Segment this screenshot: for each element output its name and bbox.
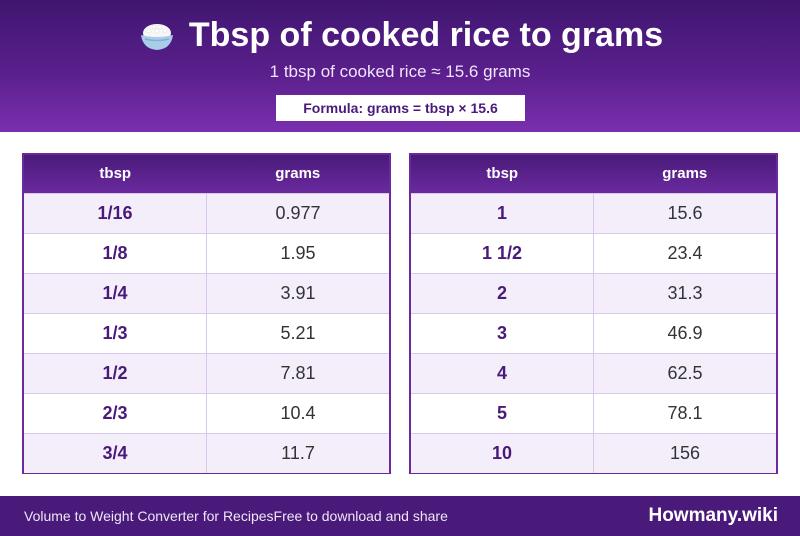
tbsp-cell: 2 [411,274,594,313]
table-row: 1/8 1.95 [24,233,389,273]
column-header-grams: grams [275,165,321,182]
table-row: 1/4 3.91 [24,273,389,313]
table-row: 1 1/2 23.4 [411,233,776,273]
grams-cell: 78.1 [667,403,703,423]
grams-cell: 156 [669,443,701,463]
rice-bowl-icon [140,24,173,50]
table-row: 5 78.1 [411,393,776,433]
page-title: Tbsp of cooked rice to grams [188,16,664,54]
table-row: 3/4 11.7 [24,433,389,473]
conversion-table-left: tbsp grams 1/16 0.977 1/8 1.95 1/4 3.91 1/3… [22,153,391,474]
grams-cell: 62.5 [667,363,703,383]
grams-cell: 1.95 [280,243,316,263]
tbsp-cell: 4 [411,354,594,393]
table-row: 1/3 5.21 [24,313,389,353]
grams-cell: 0.977 [275,203,321,223]
page-subtitle: 1 tbsp of cooked rice ≈ 15.6 grams [269,62,531,81]
brand-logo-text: Howmany.wiki [648,505,778,526]
tbsp-cell: 1 1/2 [411,234,594,273]
table-row: 10 156 [411,433,776,473]
table-row: 1 15.6 [411,193,776,233]
tbsp-cell: 1/3 [24,314,207,353]
grams-cell: 46.9 [667,323,703,343]
table-row: 1/16 0.977 [24,193,389,233]
grams-cell: 23.4 [667,243,703,263]
tbsp-cell: 3 [411,314,594,353]
table-row: 3 46.9 [411,313,776,353]
tbsp-cell: 5 [411,394,594,433]
column-header-tbsp: tbsp [486,165,519,182]
table-row: 1/2 7.81 [24,353,389,393]
table-row: 4 62.5 [411,353,776,393]
grams-cell: 31.3 [667,283,703,303]
tbsp-cell: 10 [411,434,594,473]
grams-cell: 3.91 [280,283,316,303]
table-row: 2 31.3 [411,273,776,313]
footer-tagline: Volume to Weight Converter for RecipesFr… [24,508,448,524]
column-header-grams: grams [662,165,708,182]
header-banner: Tbsp of cooked rice to grams 1 tbsp of c… [0,0,800,132]
page-title-row: Tbsp of cooked rice to grams [0,14,800,56]
grams-cell: 10.4 [280,403,316,423]
tbsp-cell: 1/2 [24,354,207,393]
column-header-tbsp: tbsp [99,165,132,182]
grams-cell: 11.7 [281,443,315,463]
grams-cell: 5.21 [280,323,316,343]
table-header: tbsp grams [411,155,776,193]
tbsp-cell: 2/3 [24,394,207,433]
tbsp-cell: 1/16 [24,194,207,233]
tbsp-cell: 1/4 [24,274,207,313]
tbsp-cell: 1 [411,194,594,233]
table-row: 2/3 10.4 [24,393,389,433]
tbsp-cell: 3/4 [24,434,207,473]
table-header: tbsp grams [24,155,389,193]
conversion-table-right: tbsp grams 1 15.6 1 1/2 23.4 2 31.3 3 46.9 4… [409,153,778,474]
grams-cell: 15.6 [667,203,703,223]
footer-bar: Volume to Weight Converter for RecipesFr… [0,496,800,536]
formula-badge: Formula: grams = tbsp × 15.6 [276,95,525,121]
grams-cell: 7.81 [280,363,316,383]
tbsp-cell: 1/8 [24,234,207,273]
